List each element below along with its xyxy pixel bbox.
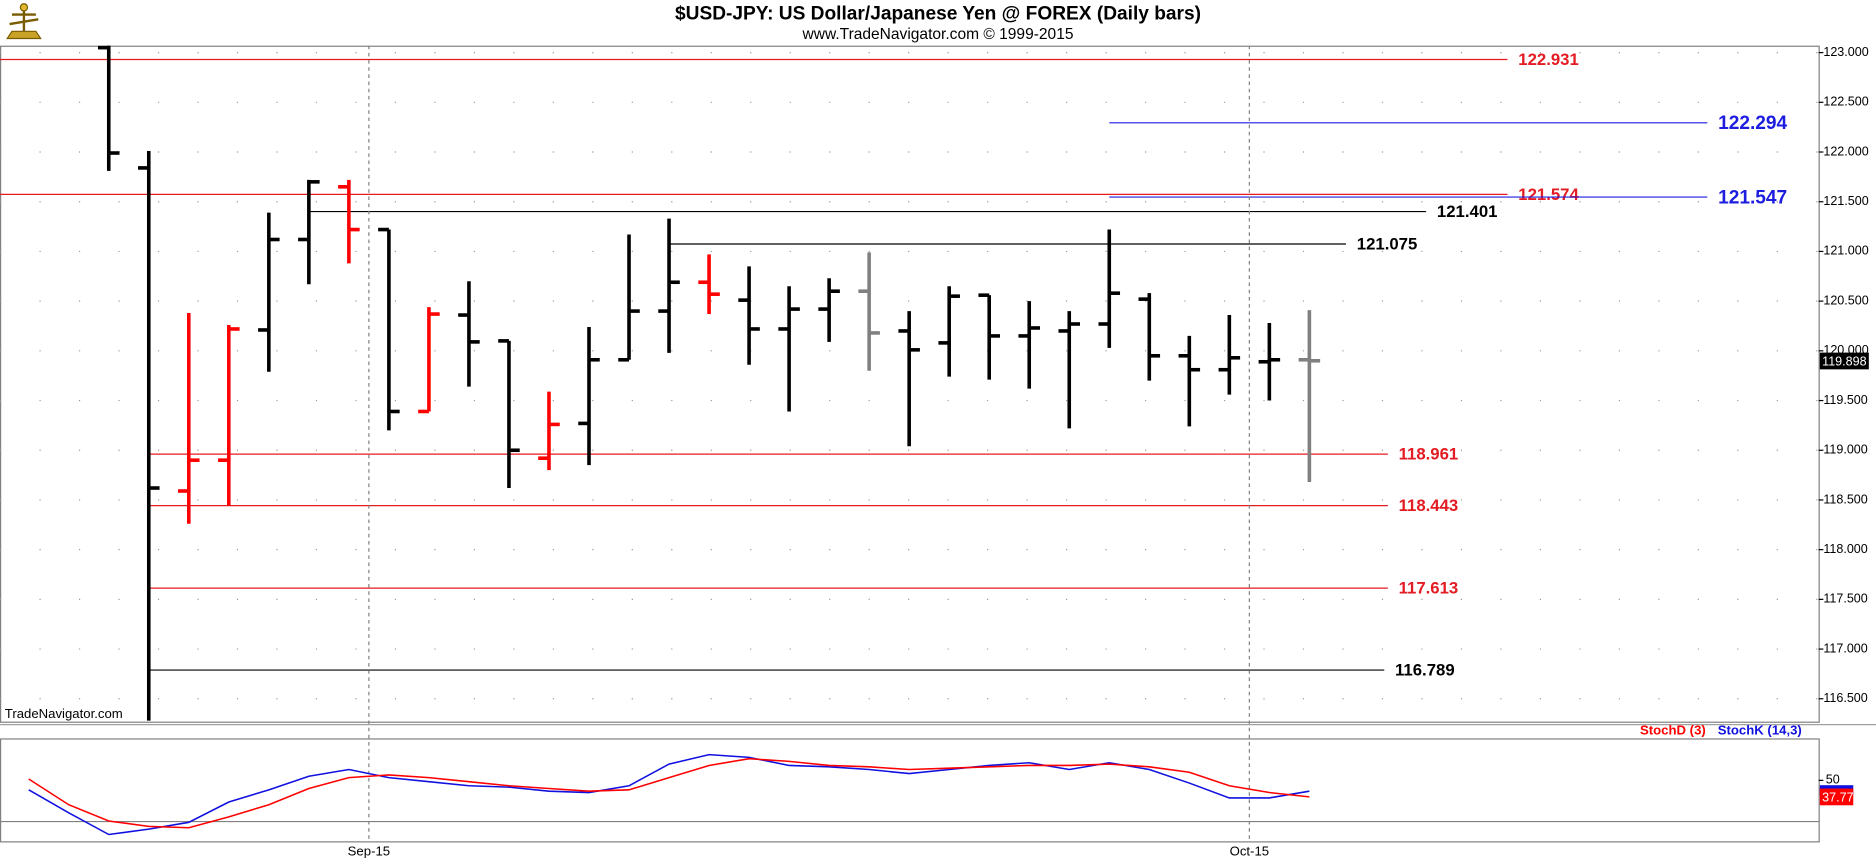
chart-title: $USD-JPY: US Dollar/Japanese Yen @ FOREX…	[675, 4, 1201, 25]
y-tick-label: 121.500	[1823, 194, 1868, 208]
plot-layer: 116.500 117.000 117.500 118.000 118.500 119.0…	[0, 45, 1869, 859]
y-tick-label: 122.500	[1823, 95, 1868, 109]
y-tick-label: 117.500	[1823, 592, 1867, 606]
last-value-label: 37.77	[1822, 790, 1853, 804]
y-tick-label: 119.500	[1823, 393, 1867, 407]
price-panel-frame	[0, 45, 1820, 723]
stoch-panel-frame	[0, 738, 1820, 843]
last-price-box	[1819, 352, 1869, 370]
level-label: 121.574	[1518, 185, 1579, 204]
level-label: 118.443	[1399, 496, 1459, 515]
level-label: 121.401	[1437, 202, 1498, 221]
last-price-label: 119.898	[1822, 354, 1866, 368]
level-label: 121.075	[1357, 235, 1418, 254]
legend-entry: StochK (14,3)	[1718, 723, 1802, 738]
y-tick-label: 123.000	[1823, 45, 1868, 59]
y-tick-label: 117.000	[1823, 641, 1867, 655]
level-label: 117.613	[1399, 579, 1459, 598]
y-tick-label: 119.000	[1823, 443, 1867, 457]
level-label: 122.931	[1518, 50, 1579, 69]
legend-entry: StochD (3)	[1640, 723, 1706, 738]
y-tick-label: 122.000	[1823, 144, 1868, 158]
y-tick-label: 118.500	[1823, 492, 1867, 506]
y-tick-label: 120.500	[1823, 293, 1868, 307]
watermark: TradeNavigator.com	[5, 706, 123, 721]
stoch-line	[28, 757, 1310, 829]
y-tick-label: 118.000	[1823, 542, 1867, 556]
chart-subtitle: www.TradeNavigator.com © 1999-2015	[802, 26, 1074, 43]
level-label: 122.294	[1718, 113, 1787, 134]
y-tick-label: 50	[1826, 773, 1840, 787]
y-tick-label: 116.500	[1823, 691, 1867, 705]
last-value-box	[1819, 788, 1854, 806]
y-tick-label: 121.000	[1823, 244, 1868, 258]
x-tick-label: Sep-15	[348, 844, 390, 859]
level-label: 118.961	[1399, 445, 1459, 464]
x-tick-label: Oct-15	[1230, 844, 1269, 859]
logo	[6, 3, 42, 40]
level-label: 121.547	[1718, 187, 1787, 208]
level-label: 116.789	[1395, 661, 1455, 680]
